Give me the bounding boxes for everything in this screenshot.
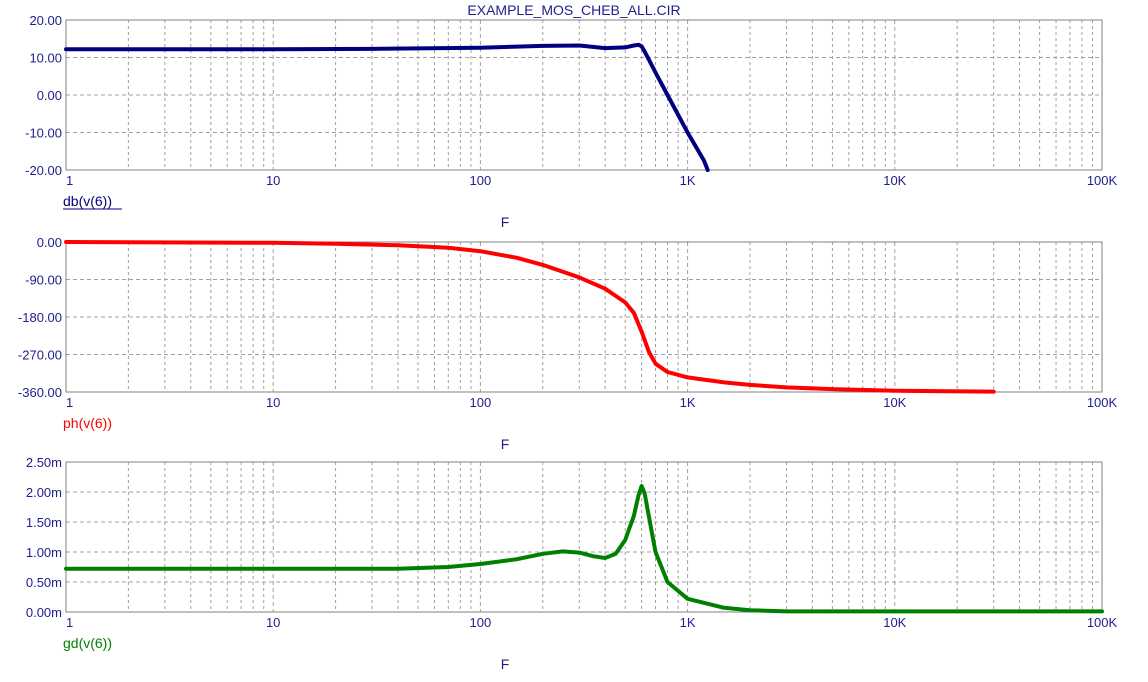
y-tick-label: 2.00m	[26, 485, 62, 500]
y-tick-label: 1.50m	[26, 515, 62, 530]
y-tick-label: 0.00	[37, 88, 62, 103]
series-label: ph(v(6))	[63, 415, 112, 431]
series-label: db(v(6))	[63, 193, 112, 209]
x-tick-label: 100K	[1087, 395, 1118, 410]
y-tick-label: 10.00	[29, 51, 62, 66]
x-tick-label: 10	[266, 173, 280, 188]
y-tick-label: -180.00	[18, 310, 62, 325]
x-tick-label: 100K	[1087, 615, 1118, 630]
y-tick-label: 20.00	[29, 13, 62, 28]
x-tick-label: 100	[470, 615, 492, 630]
chart-title: EXAMPLE_MOS_CHEB_ALL.CIR	[467, 2, 681, 18]
x-tick-label: 10K	[883, 615, 906, 630]
y-tick-label: -10.00	[25, 126, 62, 141]
plot-frame	[65, 241, 1103, 393]
plot-frame	[65, 461, 1103, 613]
y-tick-label: -90.00	[25, 273, 62, 288]
x-tick-label: 10	[266, 395, 280, 410]
y-tick-label: 0.50m	[26, 575, 62, 590]
series-line-ph-v-6	[64, 240, 996, 394]
x-tick-label: 1	[66, 173, 73, 188]
x-axis-label: F	[501, 436, 510, 452]
y-tick-label: -270.00	[18, 348, 62, 363]
y-tick-label: -360.00	[18, 385, 62, 400]
x-tick-label: 10K	[883, 173, 906, 188]
y-tick-label: 1.00m	[26, 545, 62, 560]
x-tick-label: 100K	[1087, 173, 1118, 188]
x-tick-label: 1K	[680, 395, 696, 410]
x-tick-label: 10	[266, 615, 280, 630]
series-line-db-v-6	[64, 42, 710, 172]
series-line-gd-v-6	[64, 484, 1104, 614]
x-tick-label: 100	[470, 173, 492, 188]
x-tick-label: 1	[66, 395, 73, 410]
y-tick-label: 2.50m	[26, 455, 62, 470]
x-tick-label: 1K	[680, 615, 696, 630]
y-tick-label: 0.00	[37, 235, 62, 250]
x-tick-label: 100	[470, 395, 492, 410]
x-tick-label: 10K	[883, 395, 906, 410]
x-axis-label: F	[501, 214, 510, 230]
plot-frame	[65, 19, 1103, 171]
x-axis-label: F	[501, 656, 510, 672]
y-tick-label: 0.00m	[26, 605, 62, 620]
x-tick-label: 1K	[680, 173, 696, 188]
y-tick-label: -20.00	[25, 163, 62, 178]
x-tick-label: 1	[66, 615, 73, 630]
series-label: gd(v(6))	[63, 635, 112, 651]
